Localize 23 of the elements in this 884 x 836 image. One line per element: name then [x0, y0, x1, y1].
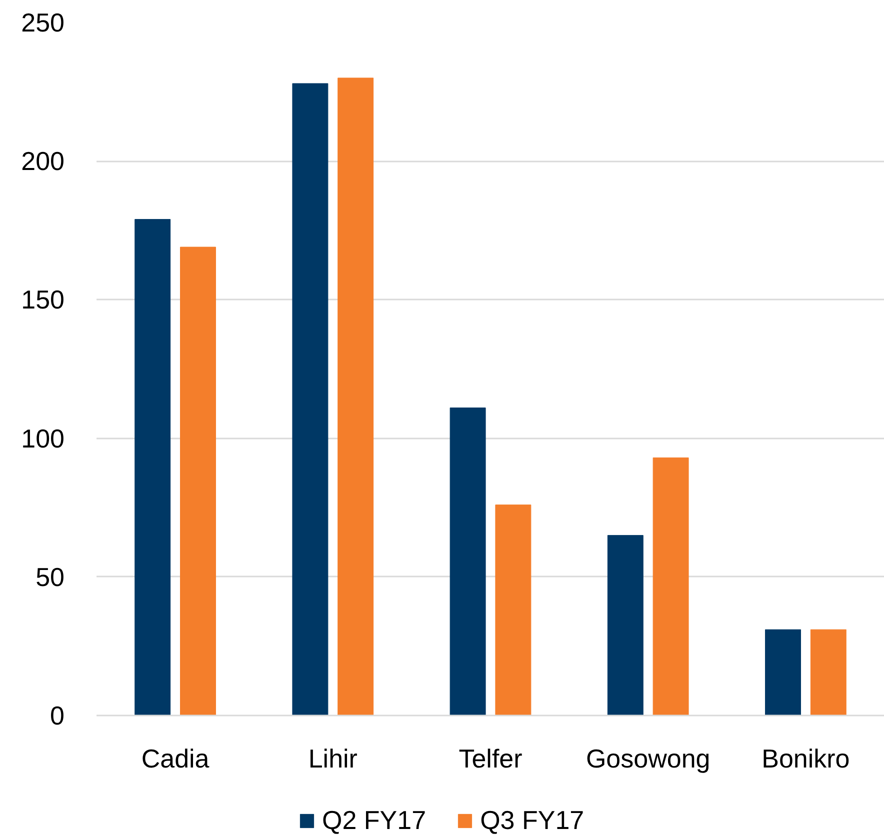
x-tick-label: Bonikro: [762, 744, 850, 774]
bar: [765, 629, 801, 716]
bar: [607, 535, 644, 716]
y-tick-label: 200: [21, 146, 65, 176]
y-tick-label: 100: [21, 423, 65, 454]
legend-label: Q3 FY17: [480, 805, 584, 836]
y-tick-label: 250: [21, 8, 65, 38]
x-tick-label: Lihir: [308, 744, 358, 774]
bar: [180, 246, 216, 716]
bar: [450, 408, 486, 716]
bar: [652, 457, 689, 716]
legend-label: Q2 FY17: [322, 805, 426, 836]
bar: [292, 83, 328, 716]
y-tick-label: 0: [50, 700, 65, 730]
x-tick-label: Gosowong: [586, 744, 710, 774]
x-tick-label: Telfer: [458, 744, 523, 774]
bar: [134, 219, 171, 716]
x-tick-label: Cadia: [141, 744, 210, 774]
bar: [495, 504, 532, 716]
y-tick-label: 50: [36, 562, 64, 592]
bar: [338, 78, 374, 716]
y-tick-label: 150: [21, 284, 65, 315]
bar: [810, 629, 846, 716]
